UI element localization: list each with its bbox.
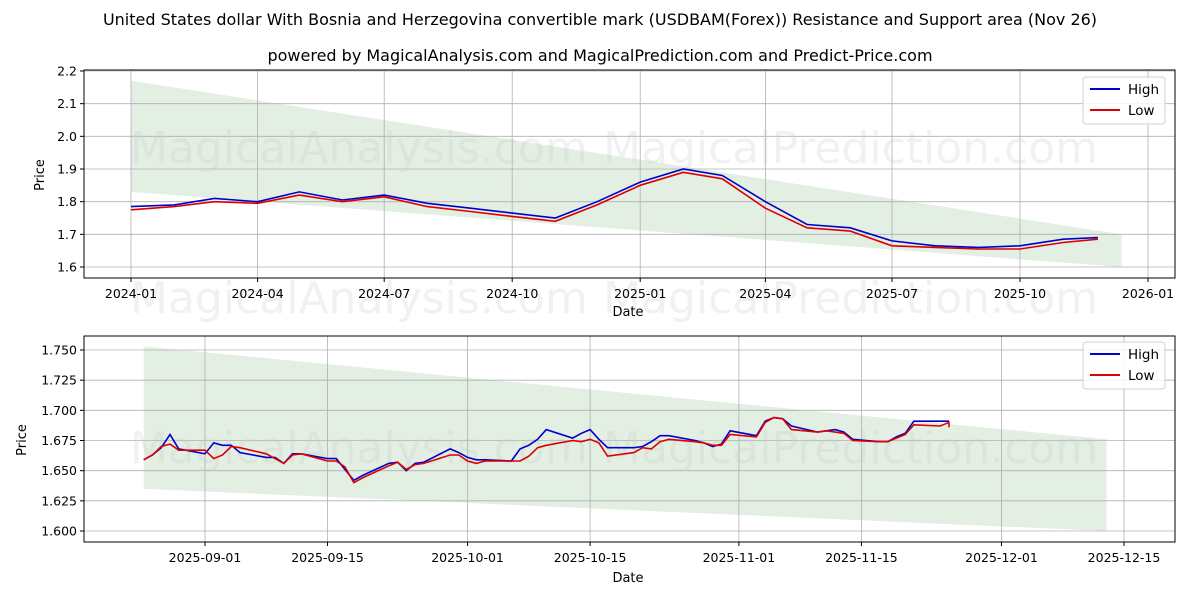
x-tick-label: 2025-12-15 [1088,550,1161,565]
x-tick-label: 2026-01 [1122,286,1174,301]
x-tick-label: 2024-01 [105,286,157,301]
x-tick-label: 2025-01 [614,286,666,301]
y-tick-label: 1.8 [57,194,77,209]
watermark-magicalanalysis: MagicalAnalysis.com [130,123,588,174]
bottom-x-axis-label: Date [612,571,643,586]
legend-high-label: High [1128,82,1159,98]
x-tick-label: 2025-11-15 [825,550,898,565]
resistance-support-band-zoomed [143,346,1107,531]
bottom-y-axis: 1.600 1.625 1.650 1.675 1.700 1.725 1.750 [41,343,84,539]
legend-high-label-zoomed: High [1128,347,1159,363]
top-y-axis-label: Price [33,159,48,191]
y-tick-label: 2.2 [57,64,77,79]
top-y-axis: 1.6 1.7 1.8 1.9 2.0 2.1 2.2 [57,64,84,275]
watermark-magicalanalysis-3: MagicalAnalysis.com [130,423,588,474]
x-tick-label: 2025-11-01 [703,550,776,565]
x-tick-label: 2025-07 [866,286,918,301]
x-tick-label: 2025-09-15 [291,550,364,565]
resistance-support-band [131,80,1122,267]
chart-title: United States dollar With Bosnia and Her… [102,10,1098,29]
y-tick-label: 1.600 [41,524,77,539]
low-series-line-zoomed [143,416,950,484]
x-tick-label: 2024-04 [231,286,283,301]
chart-subtitle: powered by MagicalAnalysis.com and Magic… [267,46,933,65]
x-tick-label: 2024-10 [486,286,538,301]
watermark-magicalprediction-2: MagicalPrediction.com [603,273,1098,324]
legend-low-label: Low [1128,103,1155,119]
top-axes-frame [83,69,1176,279]
watermark-magicalprediction: MagicalPrediction.com [603,123,1098,174]
top-grid [84,70,1175,278]
x-tick-label: 2025-10 [994,286,1046,301]
y-tick-label: 1.675 [41,433,77,448]
y-tick-label: 1.6 [57,260,77,275]
bottom-x-axis: 2025-09-01 2025-09-15 2025-10-01 2025-10-15… [169,542,1161,565]
x-tick-label: 2025-09-01 [169,550,242,565]
high-series-line [130,168,1098,249]
top-x-axis: 2024-01 2024-04 2024-07 2024-10 2025-01 2025-… [105,278,1174,301]
top-price-chart: MagicalAnalysis.com MagicalPrediction.co… [33,64,1176,324]
bottom-price-chart: MagicalAnalysis.com MagicalPrediction.co… [15,335,1176,586]
bottom-y-axis-label: Price [15,424,30,456]
y-tick-label: 1.9 [57,162,77,177]
y-tick-label: 2.1 [57,96,77,111]
x-tick-label: 2025-10-15 [554,550,627,565]
x-tick-label: 2025-10-01 [431,550,504,565]
legend-low-label-zoomed: Low [1128,368,1155,384]
y-tick-label: 2.0 [57,129,77,144]
y-tick-label: 1.650 [41,463,77,478]
top-x-axis-label: Date [612,305,643,320]
y-tick-label: 1.700 [41,403,77,418]
x-tick-label: 2024-07 [358,286,410,301]
watermark-magicalprediction-3: MagicalPrediction.com [603,423,1098,474]
y-tick-label: 1.725 [41,373,77,388]
y-tick-label: 1.750 [41,343,77,358]
bottom-axes-frame [83,335,1176,543]
bottom-legend: High Low [1082,341,1166,390]
y-tick-label: 1.7 [57,227,77,242]
x-tick-label: 2025-12-01 [965,550,1038,565]
y-tick-label: 1.625 [41,493,77,508]
x-tick-label: 2025-04 [739,286,791,301]
low-series-line [130,171,1098,250]
top-legend: High Low [1082,76,1166,125]
watermark-magicalanalysis-2: MagicalAnalysis.com [130,273,588,324]
